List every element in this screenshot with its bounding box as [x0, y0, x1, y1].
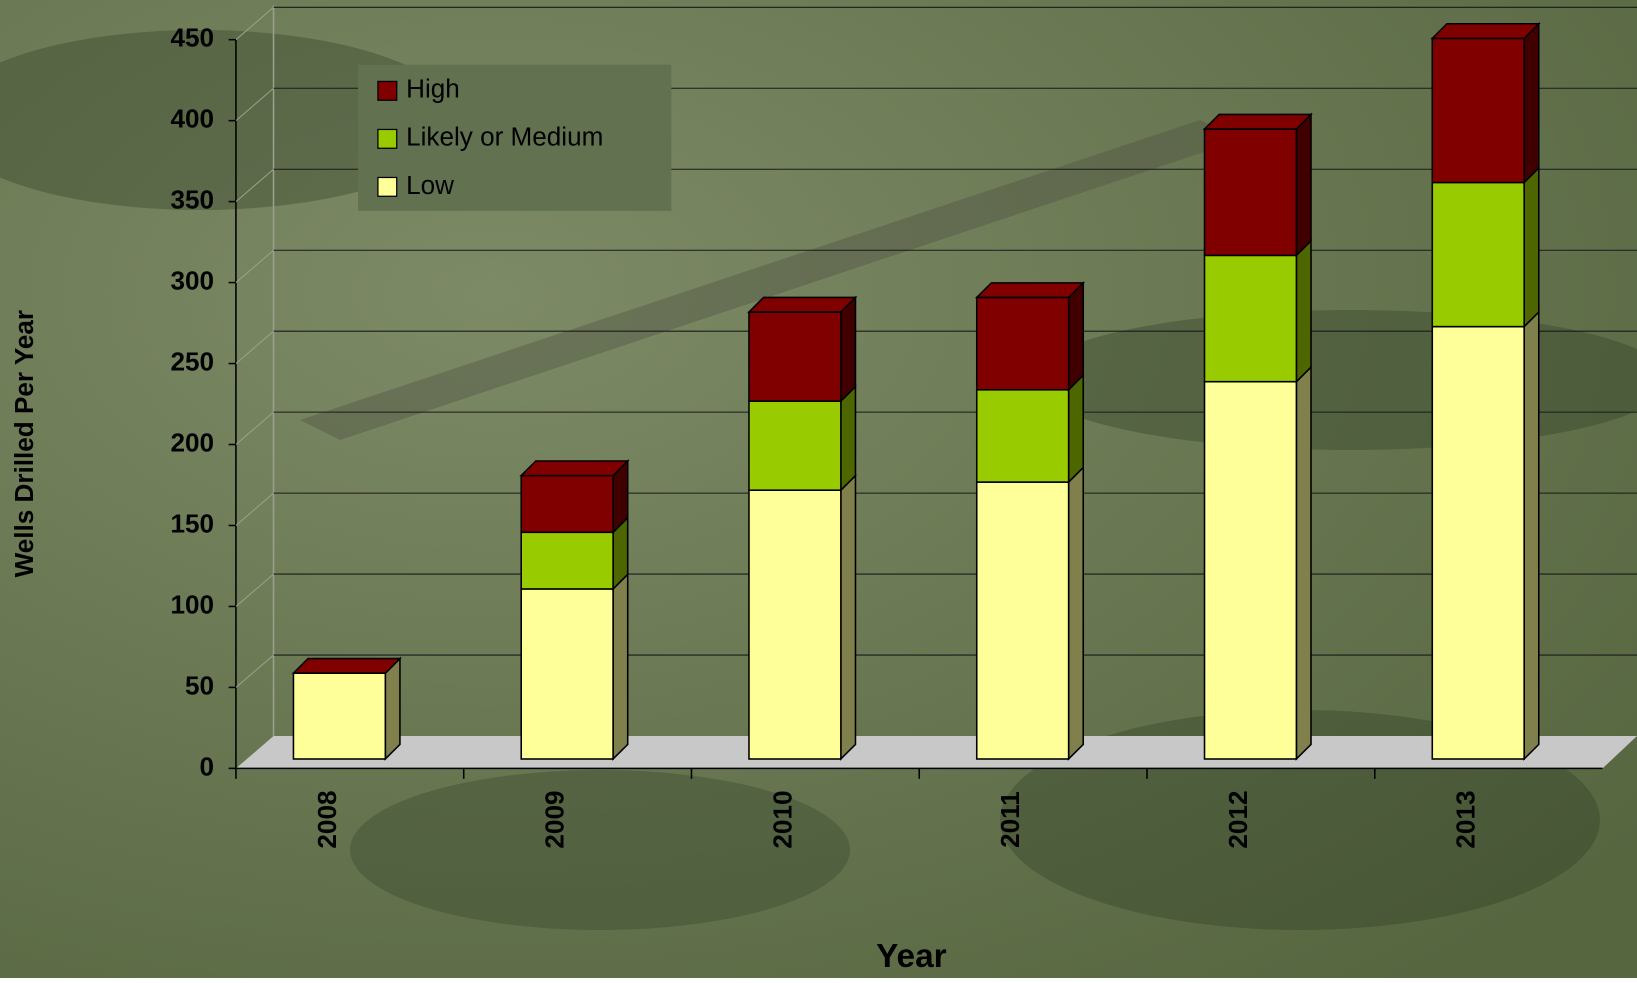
bar-side [1523, 310, 1540, 761]
bar-top [291, 657, 402, 674]
y-tick-label: 200 [170, 427, 214, 457]
x-tick-label: 2013 [1451, 791, 1481, 849]
bar-segment [520, 474, 614, 534]
bar-side [840, 295, 857, 403]
x-axis-title: Year [876, 938, 947, 975]
x-tick-label: 2009 [540, 791, 570, 849]
bar-top [1202, 113, 1313, 130]
bar-segment [520, 588, 614, 760]
bar-top [974, 282, 1086, 299]
y-tick-label: 50 [185, 670, 214, 700]
bar-segment [975, 296, 1070, 391]
bar-side [1067, 465, 1085, 761]
y-axis-title: Wells Drilled Per Year [9, 310, 39, 577]
bar-segment [1431, 325, 1525, 760]
bar-top [519, 460, 630, 477]
bar-segment [1431, 181, 1525, 328]
grid-line-side [235, 654, 274, 688]
grid-line-side [235, 411, 274, 445]
legend-swatch [377, 176, 398, 197]
bar-side [1295, 238, 1312, 384]
bar-side [1523, 21, 1540, 185]
bar-segment [975, 388, 1070, 483]
grid-line-side [235, 87, 274, 122]
bar-side [1523, 165, 1540, 329]
y-tick-label: 0 [200, 751, 215, 781]
x-tick-label: 2011 [995, 791, 1025, 848]
bar-top [1430, 22, 1541, 40]
y-tick-label: 150 [170, 508, 214, 538]
bar-segment [748, 311, 842, 402]
grid-line-side [235, 573, 274, 607]
bar-segment [1431, 37, 1525, 184]
x-tick-label: 2012 [1223, 791, 1253, 849]
legend-label: Likely or Medium [406, 122, 603, 152]
legend-swatch [377, 80, 398, 101]
y-tick-label: 250 [170, 346, 214, 376]
y-tick-label: 400 [170, 104, 214, 134]
grid-line-side [235, 6, 274, 41]
bar-side [612, 572, 629, 761]
legend-swatch [377, 128, 398, 149]
bar-side [840, 384, 857, 493]
bar-top [747, 296, 858, 313]
grid-line-side [235, 249, 274, 283]
bar-side [384, 656, 401, 761]
bar-segment [748, 400, 842, 491]
legend-label: Low [406, 170, 454, 200]
y-tick-label: 100 [170, 589, 214, 619]
grid-line-side [235, 330, 274, 364]
bar-side [1295, 112, 1312, 258]
bar-segment [1203, 128, 1298, 257]
bar-side [1067, 280, 1085, 392]
y-tick-label: 450 [170, 23, 214, 53]
bar-segment [292, 672, 387, 760]
bar-segment [1203, 254, 1298, 383]
bar-side [840, 473, 857, 761]
floor [235, 736, 1637, 769]
bar-segment [975, 481, 1070, 760]
legend-label: High [406, 74, 460, 104]
bar-side [1295, 365, 1312, 761]
y-tick-label: 350 [170, 184, 214, 214]
bar-segment [748, 489, 842, 760]
grid-line-side [235, 168, 274, 203]
bar-segment [1203, 380, 1298, 760]
y-tick-label: 300 [170, 265, 214, 295]
legend-box [358, 64, 672, 211]
x-tick-label: 2010 [767, 791, 797, 849]
x-tick-label: 2008 [312, 791, 342, 849]
grid-line-side [235, 492, 274, 526]
bar-segment [520, 531, 614, 590]
bar-side [1067, 373, 1085, 484]
plot: Year Wells Drilled Per Year 0 50 100 150 200… [9, 5, 1637, 975]
